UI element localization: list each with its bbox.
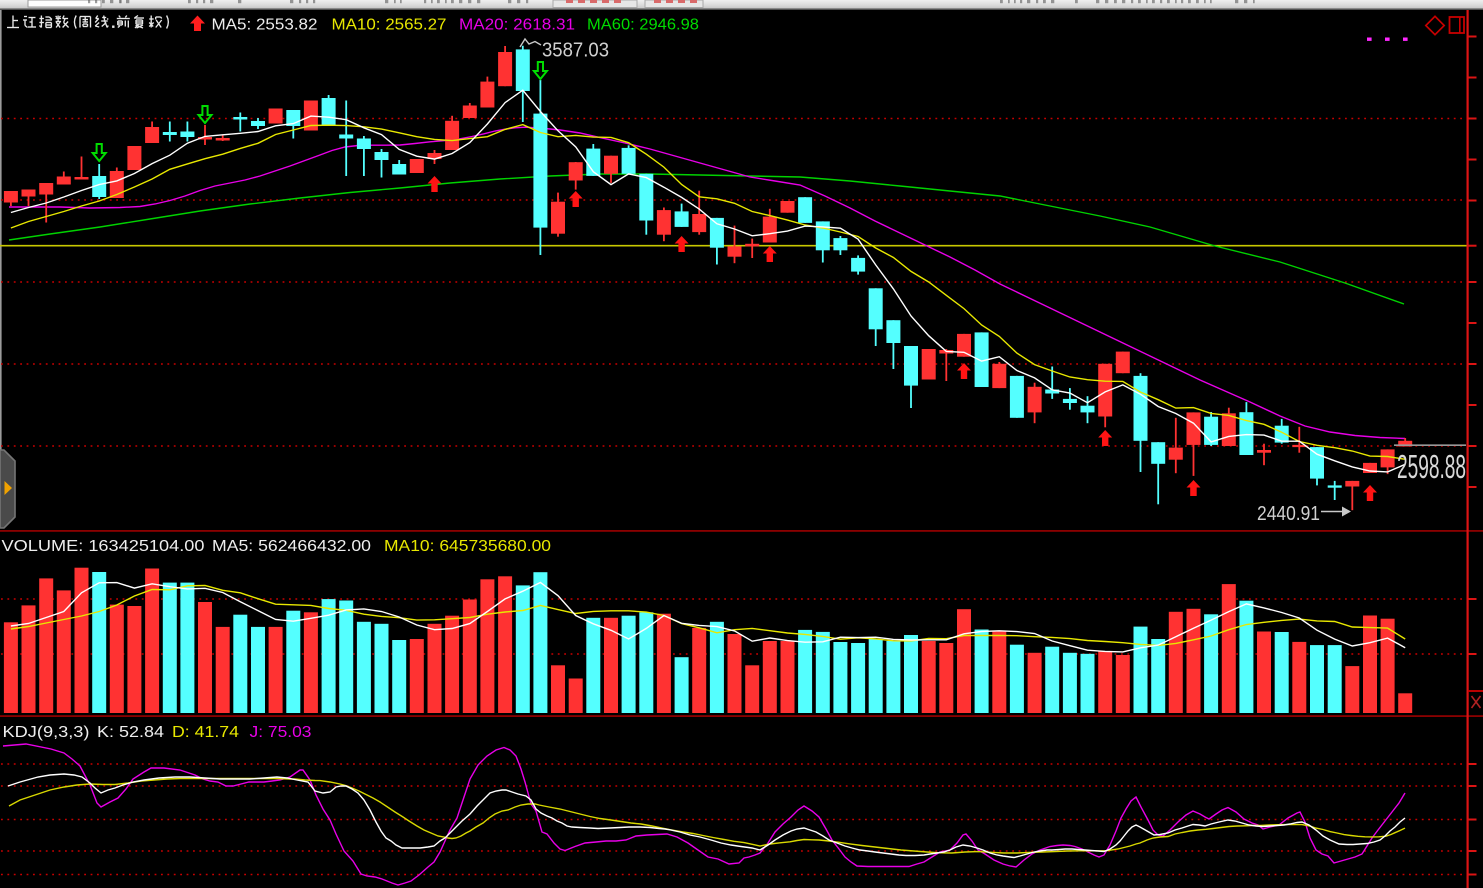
svg-text:2598.88: 2598.88 bbox=[1397, 448, 1466, 485]
svg-text:D: 41.74: D: 41.74 bbox=[172, 724, 239, 741]
svg-text:3587.03: 3587.03 bbox=[542, 40, 609, 62]
svg-text:KDJ(9,3,3): KDJ(9,3,3) bbox=[3, 724, 90, 741]
svg-text:MA10: 645735680.00: MA10: 645735680.00 bbox=[384, 538, 551, 555]
svg-text:MA5: 2553.82: MA5: 2553.82 bbox=[212, 17, 318, 34]
svg-text:J: 75.03: J: 75.03 bbox=[250, 724, 312, 741]
svg-text:VOLUME: 163425104.00: VOLUME: 163425104.00 bbox=[2, 538, 205, 555]
svg-text:MA60: 2946.98: MA60: 2946.98 bbox=[587, 17, 699, 34]
svg-text:MA10: 2565.27: MA10: 2565.27 bbox=[332, 17, 447, 34]
svg-text:K: 52.84: K: 52.84 bbox=[97, 724, 164, 741]
svg-text:MA20: 2618.31: MA20: 2618.31 bbox=[459, 17, 575, 34]
svg-text:2440.91: 2440.91 bbox=[1257, 503, 1320, 525]
svg-text:MA5: 562466432.00: MA5: 562466432.00 bbox=[212, 538, 371, 555]
